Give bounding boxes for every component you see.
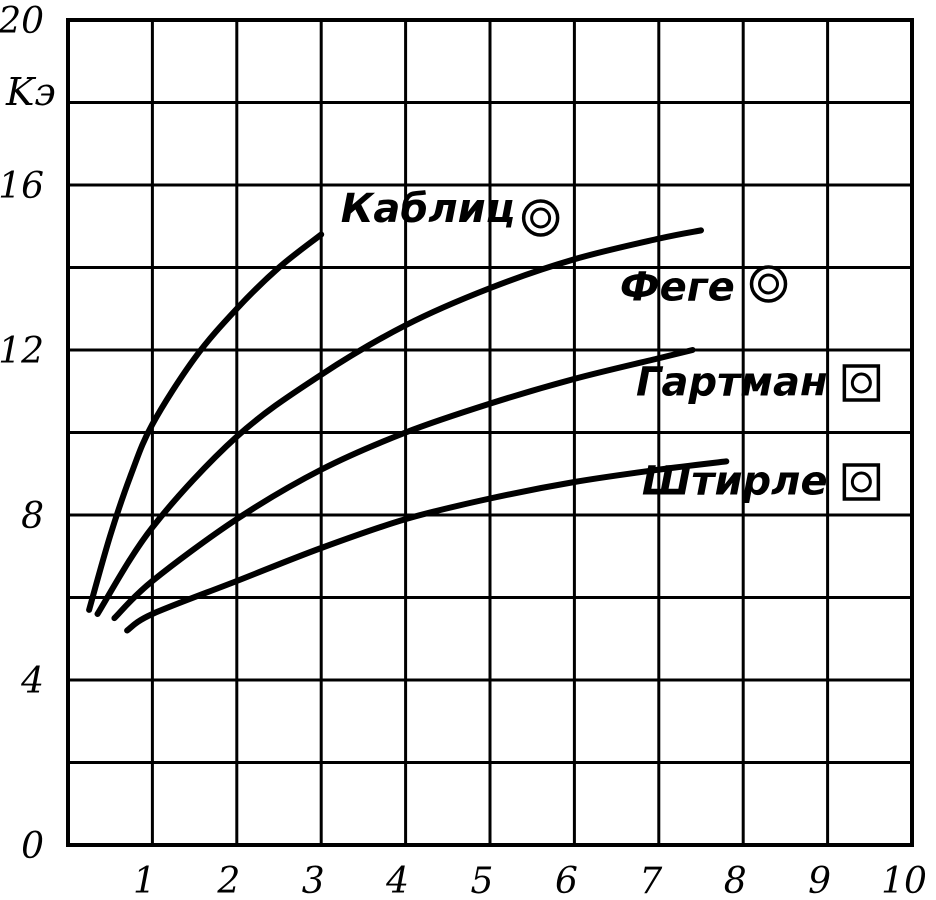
x-tick-label: 8: [724, 861, 747, 900]
series-line-1: [86, 231, 325, 613]
x-tick-label: 4: [385, 861, 409, 900]
square-circle-marker-inner: [850, 372, 872, 394]
y-axis-label: Kэ: [5, 70, 56, 114]
series-label: Каблиц: [341, 186, 516, 232]
y-tick-label: 0: [21, 826, 44, 867]
y-tick-label: 12: [0, 331, 44, 372]
square-circle-marker-inner: [850, 471, 872, 493]
x-tick-label: 10: [881, 861, 927, 900]
series-line-3: [111, 347, 696, 622]
series-label: Гартман: [636, 359, 828, 405]
series-labels: Каблиц Феге Гартман Штирле: [341, 186, 881, 504]
series-label: Штирле: [642, 458, 828, 504]
y-tick-label: 8: [21, 496, 44, 537]
series-group: [86, 227, 730, 634]
x-tick-labels: 1 2 3 4 5 6 7 8 9 10: [133, 861, 927, 900]
x-tick-label: 2: [216, 861, 240, 900]
series-label: Феге: [620, 265, 735, 311]
x-tick-label: 1: [133, 861, 156, 900]
plot-frame: [66, 18, 914, 847]
x-tick-label: 3: [302, 861, 325, 900]
y-tick-labels: 0 4 8 12 16 20: [0, 1, 44, 867]
y-tick-label: 4: [20, 661, 44, 702]
y-tick-label: 16: [0, 166, 44, 207]
double-circle-marker-inner: [758, 273, 780, 295]
x-tick-label: 9: [808, 861, 831, 900]
square-circle-marker: [842, 463, 881, 501]
x-tick-label: 6: [555, 861, 578, 900]
x-tick-label: 7: [639, 861, 662, 900]
grid: [66, 18, 914, 847]
series-line-4: [124, 458, 730, 634]
x-tick-label: 5: [471, 861, 494, 900]
series-line-2: [94, 227, 704, 617]
double-circle-marker-inner: [530, 207, 552, 229]
y-tick-label: 20: [0, 1, 44, 42]
